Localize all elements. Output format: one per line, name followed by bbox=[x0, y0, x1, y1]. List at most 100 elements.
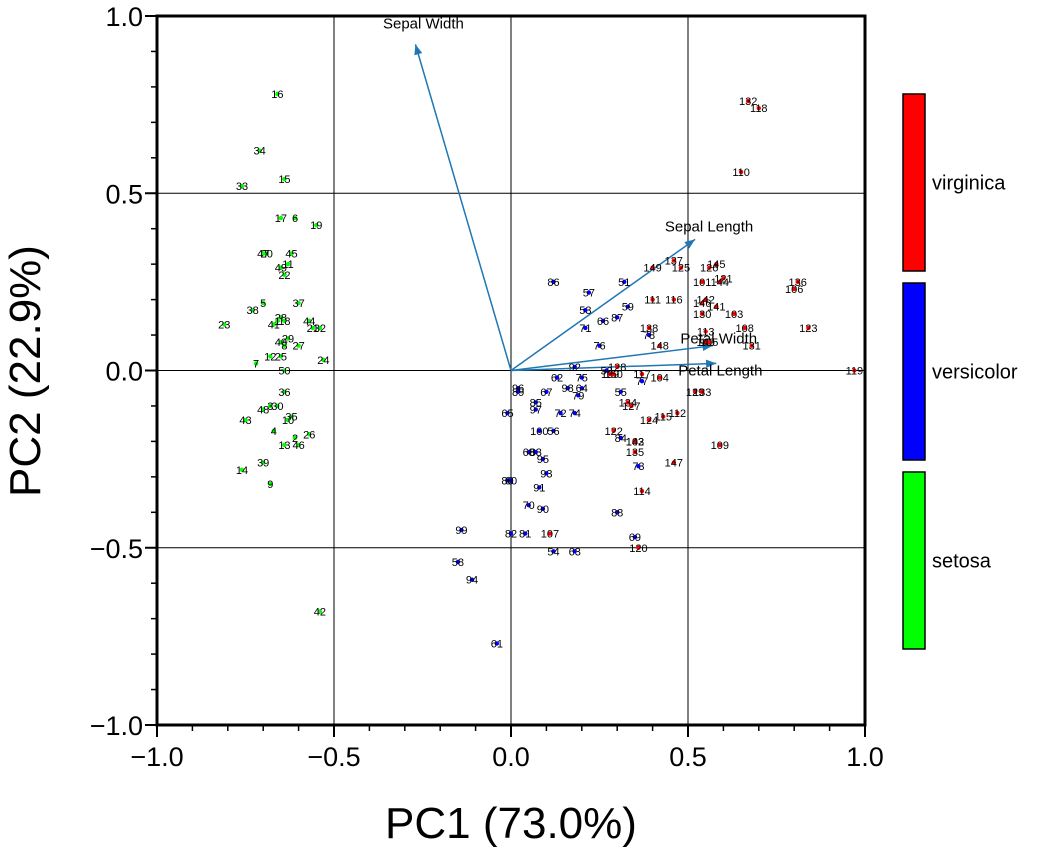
legend-swatch-setosa bbox=[902, 471, 926, 650]
point-virginica bbox=[792, 286, 797, 292]
point-label: 97 bbox=[530, 404, 542, 416]
point-virginica bbox=[650, 297, 655, 302]
point-label: 107 bbox=[541, 529, 559, 541]
point-label: 116 bbox=[665, 295, 683, 307]
point-label: 69 bbox=[629, 532, 641, 544]
point-virginica bbox=[699, 311, 705, 316]
point-virginica bbox=[547, 531, 553, 536]
point-label: 137 bbox=[665, 256, 683, 268]
point-label: 37 bbox=[292, 298, 304, 310]
point-versicolor bbox=[533, 400, 538, 405]
point-label: 71 bbox=[579, 323, 591, 335]
point-label: 95 bbox=[537, 454, 549, 466]
point-setosa bbox=[275, 91, 280, 97]
point-label: 128 bbox=[608, 362, 626, 374]
point-label: 22 bbox=[278, 270, 290, 282]
point-label: 120 bbox=[629, 543, 647, 555]
point-label: 60 bbox=[505, 475, 517, 487]
point-label: 138 bbox=[640, 323, 658, 335]
point-label: 132 bbox=[739, 96, 757, 108]
point-label: 9 bbox=[267, 479, 273, 491]
y-tick-label: −1.0 bbox=[90, 711, 143, 741]
point-label: 127 bbox=[622, 401, 640, 413]
point-label: 106 bbox=[785, 284, 803, 296]
point-setosa bbox=[264, 251, 269, 256]
point-virginica bbox=[749, 343, 754, 348]
point-versicolor bbox=[505, 478, 510, 483]
point-label: 113 bbox=[697, 327, 715, 339]
point-label: 4 bbox=[271, 426, 277, 438]
point-setosa bbox=[271, 322, 277, 327]
point-virginica bbox=[671, 460, 677, 465]
point-label: 11 bbox=[282, 259, 293, 271]
point-virginica bbox=[657, 343, 662, 348]
x-axis-title: PC1 (73.0%) bbox=[385, 799, 637, 848]
point-virginica bbox=[703, 297, 708, 302]
point-virginica bbox=[731, 311, 737, 316]
point-virginica bbox=[607, 371, 613, 377]
loading-label: Petal Width bbox=[680, 331, 757, 348]
point-virginica bbox=[671, 258, 677, 263]
x-tick-label: −1.0 bbox=[130, 742, 183, 772]
point-label: 23 bbox=[218, 319, 230, 331]
point-label: 83 bbox=[530, 447, 542, 459]
point-label: 130 bbox=[693, 309, 711, 321]
point-label: 49 bbox=[275, 263, 287, 275]
legend-swatch-virginica bbox=[902, 93, 926, 272]
point-virginica bbox=[756, 105, 761, 111]
point-label: 99 bbox=[455, 525, 467, 537]
point-setosa bbox=[285, 336, 291, 341]
point-label: 32 bbox=[314, 323, 326, 335]
point-label: 61 bbox=[491, 638, 503, 650]
point-label: 73 bbox=[632, 461, 644, 473]
point-label: 44 bbox=[303, 316, 315, 328]
point-versicolor bbox=[540, 506, 546, 511]
point-versicolor bbox=[572, 410, 577, 416]
point-setosa bbox=[275, 318, 280, 324]
point-label: 54 bbox=[547, 546, 559, 558]
point-label: 39 bbox=[257, 458, 269, 470]
point-label: 3 bbox=[267, 401, 273, 413]
point-label: 7 bbox=[253, 358, 259, 370]
point-label: 55 bbox=[615, 387, 627, 399]
loading-arrow bbox=[414, 44, 512, 371]
point-label: 98 bbox=[562, 383, 574, 395]
point-label: 79 bbox=[572, 390, 584, 402]
point-label: 117 bbox=[633, 369, 651, 381]
point-label: 53 bbox=[579, 305, 591, 317]
point-versicolor bbox=[558, 410, 563, 416]
point-label: 26 bbox=[303, 429, 315, 441]
point-label: 24 bbox=[317, 355, 329, 367]
point-setosa bbox=[278, 265, 284, 270]
point-label: 5 bbox=[260, 298, 266, 310]
point-label: 139 bbox=[601, 369, 619, 381]
point-versicolor bbox=[508, 531, 514, 536]
point-label: 135 bbox=[626, 447, 644, 459]
point-label: 50 bbox=[278, 366, 290, 378]
point-label: 81 bbox=[519, 529, 531, 541]
point-label: 36 bbox=[278, 387, 290, 399]
point-label: 119 bbox=[846, 366, 864, 378]
point-versicolor bbox=[533, 407, 538, 412]
point-versicolor bbox=[586, 290, 592, 295]
point-label: 16 bbox=[271, 89, 283, 101]
point-virginica bbox=[671, 297, 677, 302]
point-label: 126 bbox=[700, 263, 718, 275]
point-label: 140 bbox=[697, 337, 715, 349]
point-setosa bbox=[282, 272, 287, 277]
x-tick-label: −0.5 bbox=[307, 742, 360, 772]
point-setosa bbox=[289, 251, 294, 256]
loading-label: Petal Length bbox=[678, 362, 762, 379]
point-virginica bbox=[742, 325, 747, 331]
point-setosa bbox=[243, 417, 248, 423]
point-label: 56 bbox=[547, 426, 559, 438]
legend-label-versicolor: versicolor bbox=[932, 362, 1018, 384]
point-setosa bbox=[296, 442, 301, 448]
point-setosa bbox=[307, 432, 312, 437]
point-setosa bbox=[257, 148, 262, 153]
point-label: 77 bbox=[636, 376, 648, 388]
point-setosa bbox=[296, 343, 301, 348]
point-label: 143 bbox=[626, 436, 644, 448]
point-setosa bbox=[268, 354, 273, 359]
